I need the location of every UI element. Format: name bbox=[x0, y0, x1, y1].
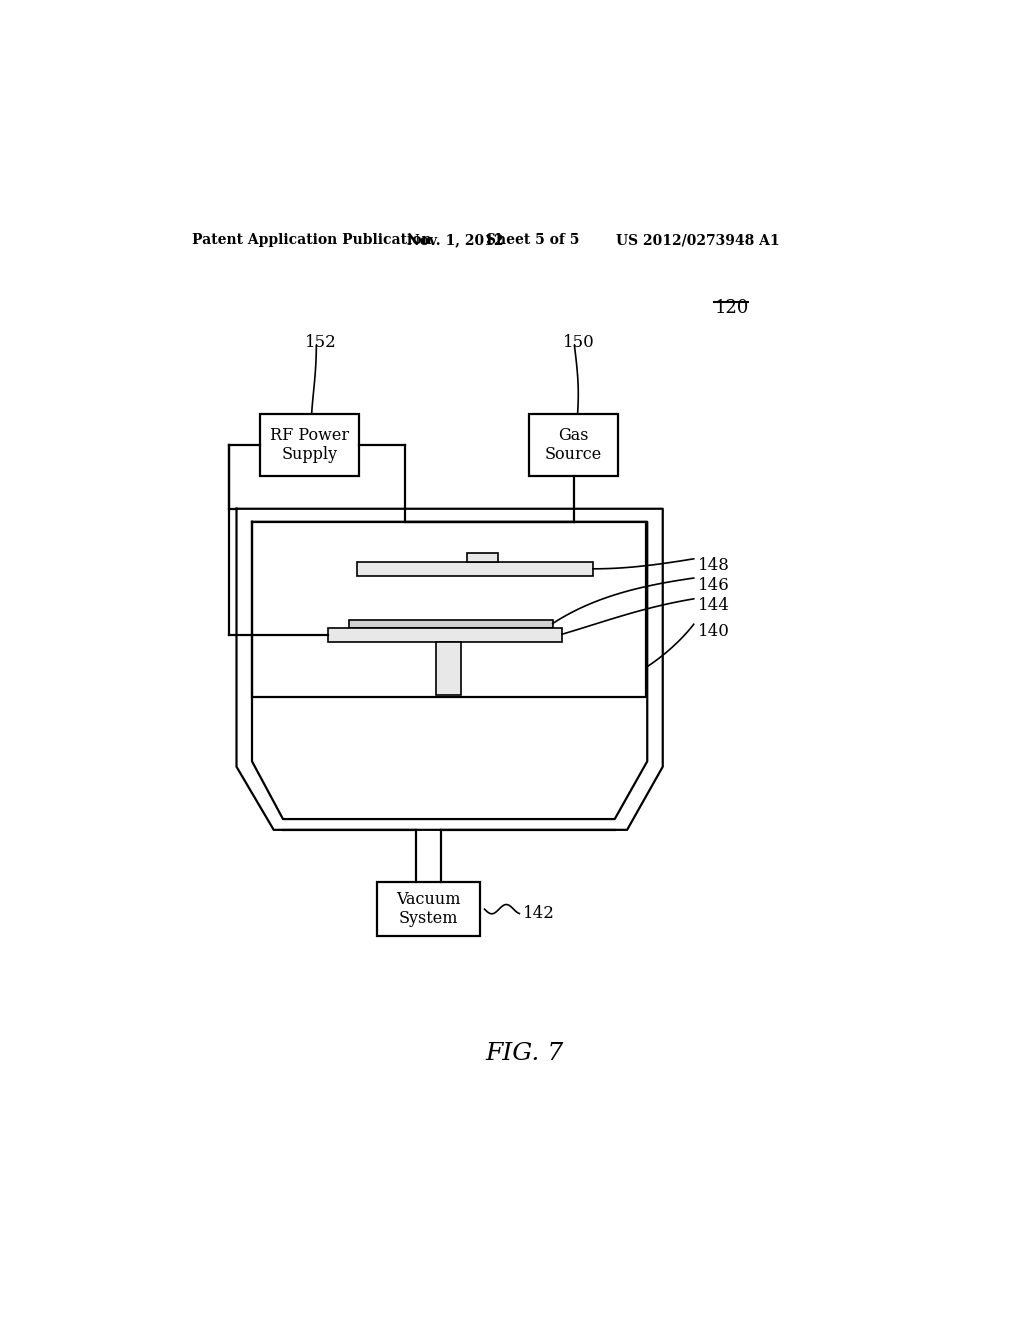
Text: Gas
Source: Gas Source bbox=[545, 426, 602, 463]
Bar bbox=[467, 553, 499, 562]
Text: US 2012/0273948 A1: US 2012/0273948 A1 bbox=[616, 234, 780, 247]
Text: 120: 120 bbox=[715, 300, 749, 317]
Text: 152: 152 bbox=[305, 334, 337, 351]
Bar bbox=[328, 628, 562, 642]
Bar bbox=[436, 642, 461, 696]
Text: 148: 148 bbox=[697, 557, 729, 574]
Text: Patent Application Publication: Patent Application Publication bbox=[191, 234, 431, 247]
Text: Nov. 1, 2012: Nov. 1, 2012 bbox=[407, 234, 504, 247]
Text: 142: 142 bbox=[523, 906, 555, 923]
Bar bbox=[252, 521, 646, 697]
Text: 140: 140 bbox=[697, 623, 729, 640]
Text: Sheet 5 of 5: Sheet 5 of 5 bbox=[486, 234, 580, 247]
Text: 146: 146 bbox=[697, 577, 729, 594]
Bar bbox=[529, 414, 617, 475]
Text: 150: 150 bbox=[563, 334, 595, 351]
Bar bbox=[349, 620, 553, 628]
Text: 144: 144 bbox=[697, 598, 729, 614]
Text: Vacuum
System: Vacuum System bbox=[396, 891, 461, 928]
Text: FIG. 7: FIG. 7 bbox=[485, 1043, 564, 1065]
Text: RF Power
Supply: RF Power Supply bbox=[269, 426, 349, 463]
Bar bbox=[260, 414, 359, 475]
Bar bbox=[377, 882, 480, 936]
Bar bbox=[356, 562, 593, 576]
